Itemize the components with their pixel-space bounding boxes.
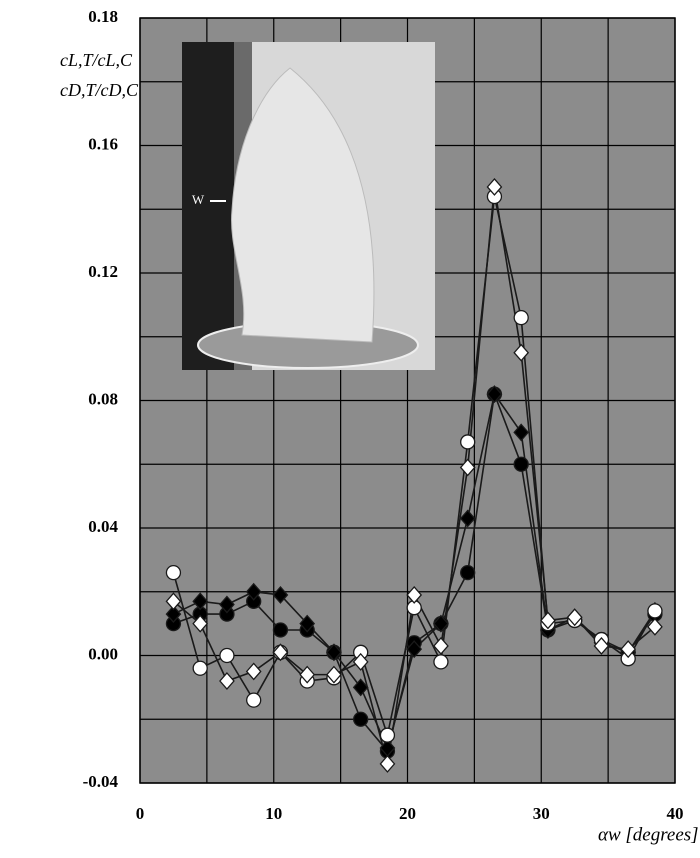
y-tick-label: 0.16 — [88, 134, 118, 153]
y-tick-label: 0.08 — [88, 389, 118, 408]
marker — [461, 435, 475, 449]
annotation: W — [192, 192, 205, 207]
y-tick-label: 0.18 — [88, 7, 118, 26]
x-axis-label: αw [degrees] — [598, 824, 699, 845]
marker — [166, 566, 180, 580]
marker — [220, 649, 234, 663]
y-axis-label: cD,T/cD,C — [60, 80, 139, 100]
x-tick-label: 20 — [399, 804, 416, 823]
y-axis-label: cL,T/cL,C — [60, 50, 133, 70]
y-tick-label: -0.04 — [83, 772, 119, 791]
page: W cL,T/cL,C cD,T/cD,C αw [degrees] -0.04… — [0, 0, 700, 853]
marker — [514, 311, 528, 325]
photo-shadow — [182, 42, 234, 370]
marker — [193, 661, 207, 675]
chart: W cL,T/cL,C cD,T/cD,C αw [degrees] -0.04… — [0, 0, 700, 853]
x-tick-label: 40 — [667, 804, 684, 823]
marker — [514, 457, 528, 471]
y-tick-label: 0.12 — [88, 262, 118, 281]
marker — [247, 693, 261, 707]
x-tick-label: 30 — [533, 804, 550, 823]
marker — [273, 623, 287, 637]
y-tick-label: 0.00 — [88, 644, 118, 663]
marker — [434, 655, 448, 669]
marker — [461, 566, 475, 580]
inset-photo: W — [182, 42, 435, 370]
marker — [648, 604, 662, 618]
marker — [380, 728, 394, 742]
y-tick-label: 0.04 — [88, 517, 118, 536]
x-tick-label: 0 — [136, 804, 145, 823]
x-tick-label: 10 — [265, 804, 282, 823]
marker — [354, 712, 368, 726]
